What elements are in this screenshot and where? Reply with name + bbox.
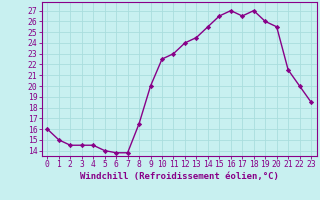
X-axis label: Windchill (Refroidissement éolien,°C): Windchill (Refroidissement éolien,°C) — [80, 172, 279, 181]
